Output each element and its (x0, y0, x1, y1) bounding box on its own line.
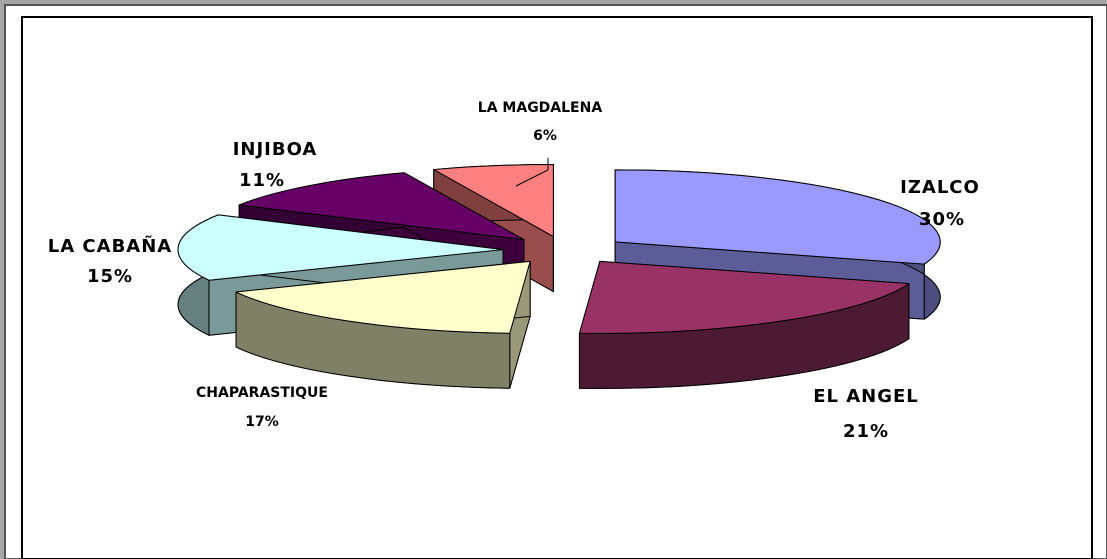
data-label-value: 30% (919, 209, 965, 230)
data-label-name: CHAPARASTIQUE (196, 385, 328, 401)
data-label-value: 15% (87, 266, 133, 287)
data-label-value: 11% (239, 170, 285, 191)
slice-top (177, 214, 504, 281)
data-label-value: 21% (843, 421, 889, 442)
slice-top (614, 169, 941, 265)
data-label-name: LA CABAÑA (48, 234, 172, 257)
slice-top (578, 260, 910, 334)
data-label-name: LA MAGDALENA (478, 100, 603, 116)
pie-slice (235, 260, 531, 389)
data-label-value: 6% (533, 128, 557, 144)
data-label-name: INJIBOA (233, 139, 318, 160)
slice-top (235, 260, 531, 334)
data-label-name: EL ANGEL (813, 386, 919, 407)
pie-slice (578, 260, 910, 389)
data-label-value: 17% (245, 414, 279, 430)
leader-line (515, 158, 549, 187)
data-label-name: IZALCO (900, 177, 980, 198)
slice-top (238, 172, 525, 241)
